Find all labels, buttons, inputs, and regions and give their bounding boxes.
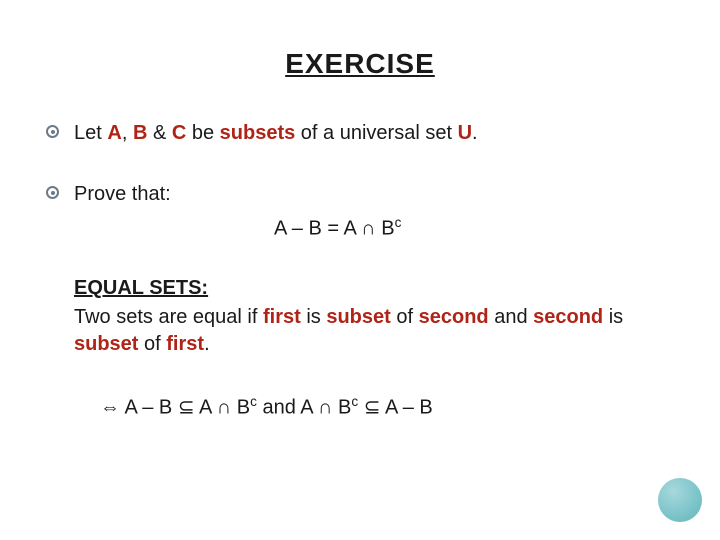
text: .: [204, 333, 210, 355]
text: is: [301, 306, 327, 328]
word-second-2: second: [533, 306, 603, 328]
word-first-2: first: [166, 333, 204, 355]
text: is: [603, 306, 623, 328]
text: &: [147, 122, 171, 144]
cap-icon: ∩: [361, 218, 375, 240]
subset-icon: ⊆: [364, 396, 381, 418]
cap-icon: ∩: [217, 396, 231, 418]
equal-sets-section: EQUAL SETS: Two sets are equal if first …: [74, 277, 680, 358]
word-first: first: [263, 306, 301, 328]
text: A: [195, 396, 217, 418]
slide: EXERCISE Let A, B & C be subsets of a un…: [0, 0, 720, 540]
var-A: A: [107, 122, 121, 144]
text: be: [186, 122, 219, 144]
cap-icon: ∩: [318, 396, 332, 418]
bullet-list: Let A, B & C be subsets of a universal s…: [46, 120, 680, 243]
text: of a universal set: [295, 122, 457, 144]
text: B: [332, 396, 351, 418]
equal-sets-heading: EQUAL SETS:: [74, 277, 680, 300]
bullet-item-2: Prove that: A – B = A ∩ Bc: [46, 181, 680, 243]
slide-title: EXERCISE: [40, 48, 680, 80]
bullet-icon: [46, 125, 59, 138]
formula-left: A – B = A: [274, 218, 361, 240]
word-subset: subset: [326, 306, 390, 328]
var-B: B: [133, 122, 147, 144]
formula: A – B = A ∩ Bc: [74, 214, 680, 243]
word-second: second: [419, 306, 489, 328]
bullet-item-1: Let A, B & C be subsets of a universal s…: [46, 120, 680, 147]
bullet-icon: [46, 186, 59, 199]
text: B: [231, 396, 250, 418]
word-subset-2: subset: [74, 333, 138, 355]
iff-icon: ⇔: [100, 396, 120, 418]
text: .: [472, 122, 478, 144]
var-U: U: [458, 122, 472, 144]
subset-icon: ⊆: [178, 396, 195, 418]
var-C: C: [172, 122, 186, 144]
sup-c: c: [250, 394, 257, 409]
word-subsets: subsets: [220, 122, 296, 144]
equal-sets-body: Two sets are equal if first is subset of…: [74, 304, 680, 358]
text: of: [138, 333, 166, 355]
formula-B: B: [376, 218, 395, 240]
text: of: [391, 306, 419, 328]
text: and: [489, 306, 533, 328]
text: ,: [122, 122, 133, 144]
text: A – B: [120, 396, 178, 418]
conclusion-line: ⇔ A – B ⊆ A ∩ Bc and A ∩ Bc ⊆ A – B: [100, 394, 680, 420]
text: Let: [74, 122, 107, 144]
text: Two sets are equal if: [74, 306, 263, 328]
text: and A: [257, 396, 318, 418]
text: A – B: [381, 396, 433, 418]
decoration-circle: [658, 478, 702, 522]
prove-text: Prove that:: [74, 183, 171, 205]
formula-sup: c: [395, 215, 402, 230]
